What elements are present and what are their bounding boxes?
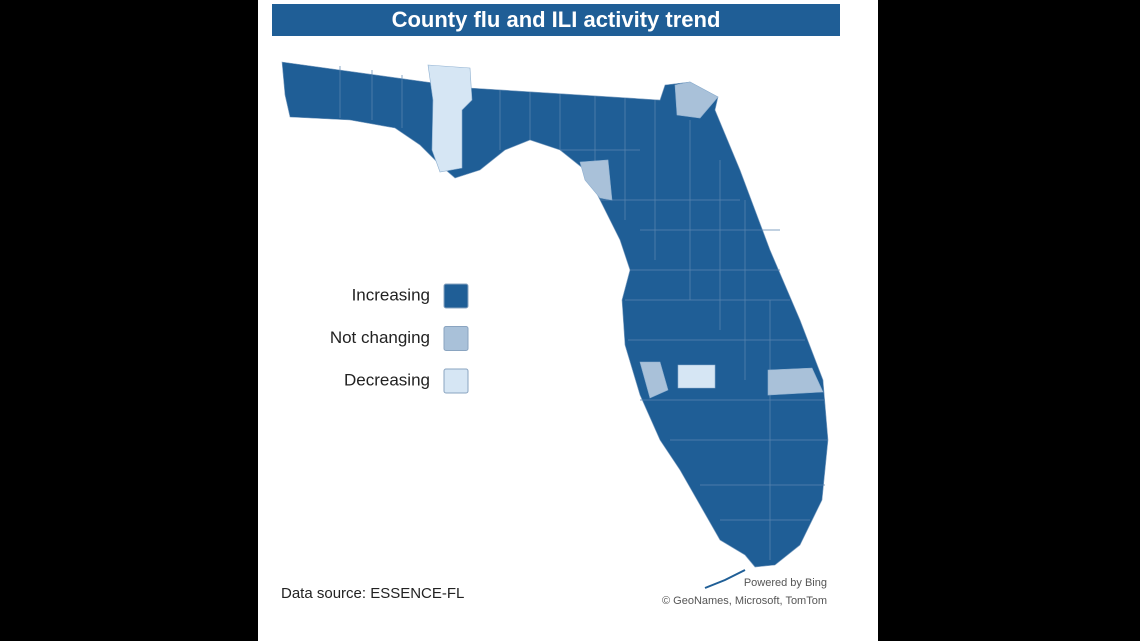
title-bar xyxy=(272,4,840,36)
legend-label: Not changing xyxy=(330,328,430,347)
legend-swatch xyxy=(443,283,469,309)
county-borders xyxy=(339,66,828,560)
county-region xyxy=(767,367,824,396)
keys xyxy=(704,569,746,589)
legend-label: Decreasing xyxy=(344,370,430,389)
attribution: © GeoNames, Microsoft, TomTom xyxy=(662,595,827,607)
county-region xyxy=(639,361,669,399)
county-region xyxy=(281,61,829,568)
county-region xyxy=(677,364,716,389)
legend-label: Increasing xyxy=(352,285,430,304)
florida-map xyxy=(281,61,829,589)
title: County flu and ILI activity trend xyxy=(392,7,721,32)
county-region xyxy=(674,81,719,119)
legend-swatch xyxy=(443,368,469,394)
legend-swatch xyxy=(443,326,469,351)
attribution: Powered by Bing xyxy=(744,577,827,589)
county-region xyxy=(427,64,473,173)
county-region xyxy=(579,159,613,201)
legend: Increasing Not changing Decreasing xyxy=(330,283,469,394)
data-source: Data source: ESSENCE-FL xyxy=(281,585,464,602)
